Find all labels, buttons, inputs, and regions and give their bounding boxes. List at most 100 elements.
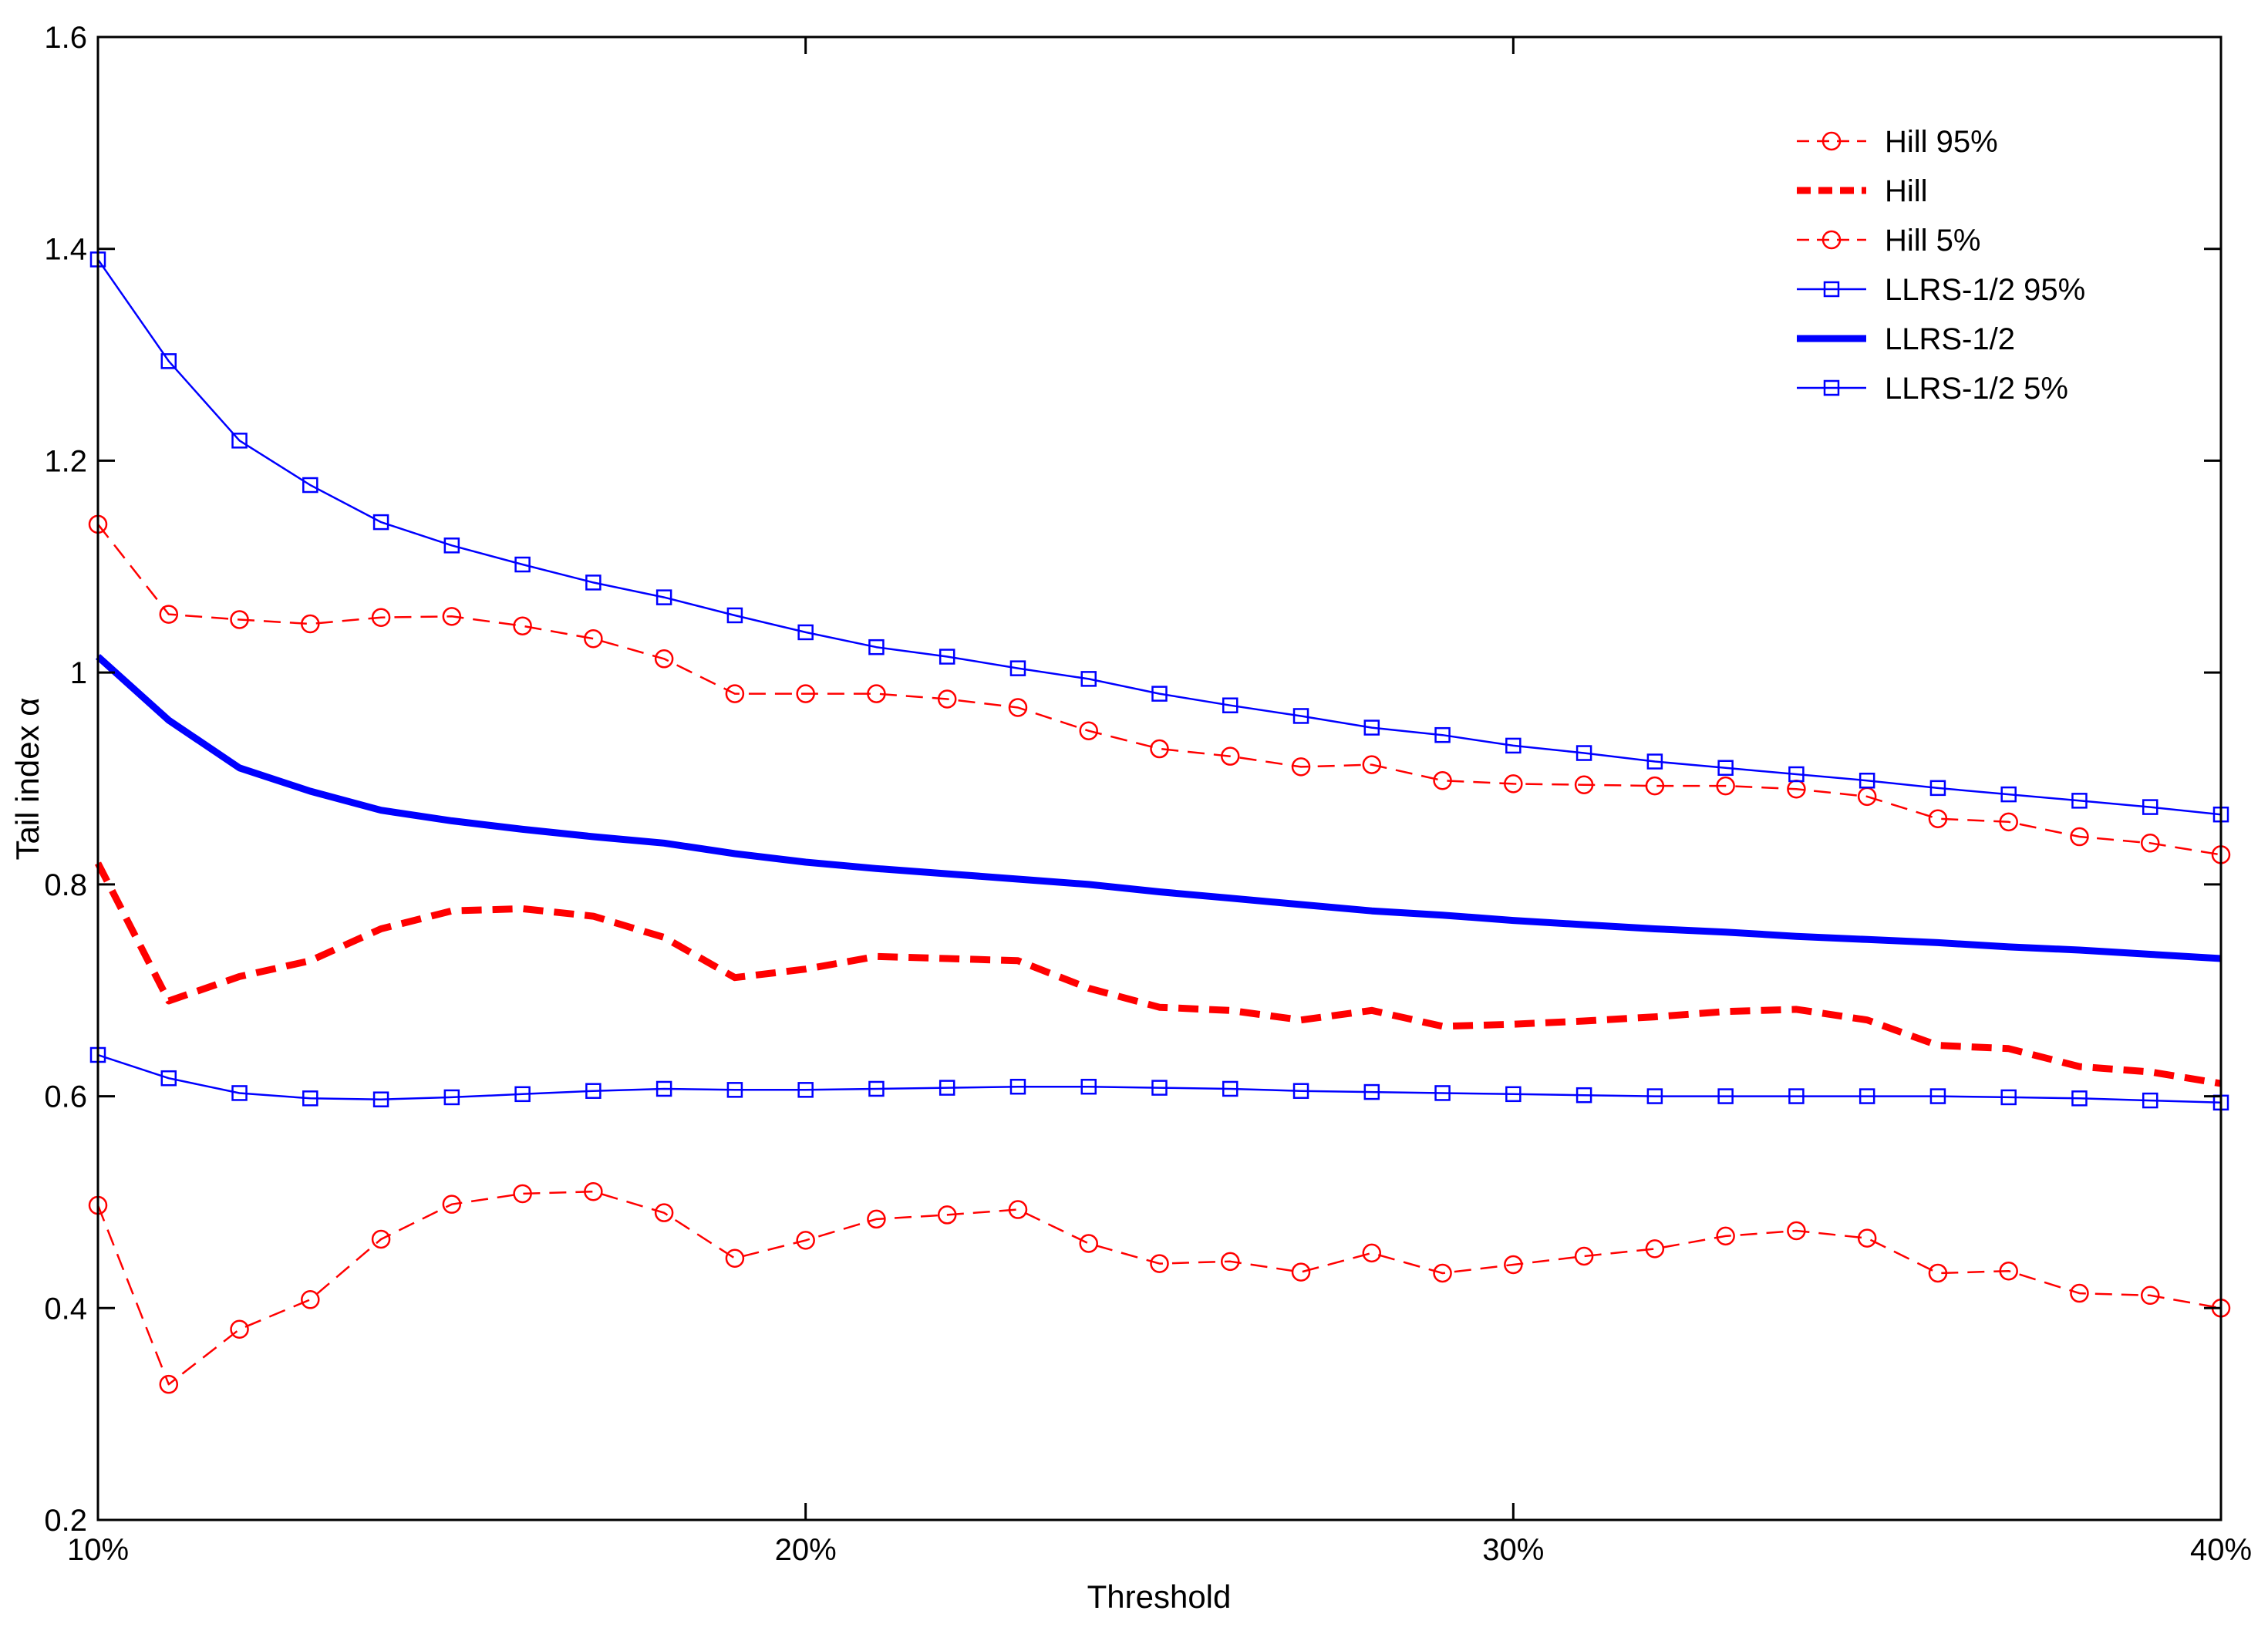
data-point bbox=[1151, 686, 1168, 702]
data-point bbox=[1928, 809, 1948, 828]
data-point bbox=[2140, 834, 2160, 853]
data-point bbox=[513, 1184, 532, 1204]
data-point bbox=[230, 610, 249, 629]
legend-label: Hill bbox=[1885, 174, 1928, 208]
data-point bbox=[1574, 775, 1594, 794]
data-point bbox=[442, 607, 462, 626]
data-point bbox=[230, 1319, 249, 1339]
data-point bbox=[1363, 1083, 1380, 1100]
y-tick-label: 1.4 bbox=[44, 233, 87, 267]
data-point bbox=[2000, 786, 2017, 803]
data-point bbox=[443, 1089, 460, 1106]
data-point bbox=[939, 649, 955, 665]
data-point bbox=[372, 1091, 389, 1107]
legend-marker bbox=[1823, 379, 1840, 396]
legend-label: LLRS-1/2 95% bbox=[1885, 273, 2085, 307]
series-llrs-1-2-95 bbox=[89, 251, 2229, 823]
legend-label: Hill 5% bbox=[1885, 224, 1980, 258]
data-point bbox=[797, 624, 814, 641]
data-point bbox=[1646, 1088, 1663, 1104]
data-point bbox=[1009, 660, 1026, 676]
legend-label: LLRS-1/2 5% bbox=[1885, 372, 2068, 406]
data-point bbox=[726, 1082, 743, 1098]
data-point bbox=[159, 1374, 179, 1394]
legend-label: LLRS-1/2 bbox=[1885, 322, 2015, 356]
data-point bbox=[585, 575, 602, 591]
data-point bbox=[655, 1080, 672, 1097]
data-point bbox=[302, 477, 318, 494]
data-point bbox=[231, 433, 248, 449]
y-tick-label: 0.2 bbox=[44, 1504, 87, 1538]
data-point bbox=[2142, 799, 2158, 815]
data-point bbox=[1363, 719, 1380, 736]
data-point bbox=[1857, 1228, 1877, 1248]
series-line-hill-5 bbox=[96, 1190, 2222, 1386]
data-point bbox=[1221, 746, 1240, 766]
data-point bbox=[867, 1209, 886, 1229]
data-point bbox=[1150, 1254, 1169, 1273]
data-point bbox=[443, 537, 460, 554]
data-point bbox=[1079, 721, 1098, 740]
data-point bbox=[1505, 737, 1522, 754]
data-point bbox=[585, 1083, 602, 1099]
data-point bbox=[725, 1248, 745, 1268]
data-point bbox=[796, 1231, 815, 1250]
data-point bbox=[2070, 1283, 2089, 1303]
data-point bbox=[1717, 1088, 1734, 1104]
data-point bbox=[726, 607, 743, 624]
series-hill-5 bbox=[88, 1181, 2231, 1394]
data-point bbox=[1717, 760, 1734, 777]
data-point bbox=[1505, 1086, 1522, 1103]
data-point bbox=[584, 628, 603, 649]
data-point bbox=[867, 684, 886, 703]
legend-marker bbox=[1821, 131, 1842, 151]
data-point bbox=[302, 1090, 318, 1107]
y-axis-label: Tail index α bbox=[9, 697, 45, 860]
data-point bbox=[1646, 753, 1663, 770]
data-point bbox=[2071, 1090, 2088, 1107]
x-tick-label: 30% bbox=[1482, 1533, 1544, 1567]
data-point bbox=[371, 608, 391, 627]
data-point bbox=[868, 639, 885, 655]
x-tick-label: 20% bbox=[775, 1533, 837, 1567]
data-point bbox=[1928, 1263, 1948, 1283]
data-point bbox=[1362, 1243, 1382, 1263]
data-point bbox=[514, 556, 531, 573]
data-point bbox=[797, 1082, 814, 1098]
axes-box bbox=[96, 35, 2223, 1521]
data-point bbox=[1151, 1080, 1168, 1096]
data-point bbox=[442, 1195, 462, 1214]
y-tick-label: 1 bbox=[70, 656, 87, 690]
data-point bbox=[725, 684, 745, 703]
x-axis-label: Threshold bbox=[1087, 1579, 1232, 1615]
data-point bbox=[1291, 757, 1311, 777]
data-point bbox=[1291, 1262, 1311, 1282]
y-tick-label: 1.6 bbox=[44, 21, 87, 55]
data-point bbox=[1504, 774, 1523, 794]
legend-label: Hill 95% bbox=[1885, 125, 1998, 159]
series-hill bbox=[94, 861, 2222, 1087]
data-point bbox=[231, 1085, 248, 1101]
data-point bbox=[654, 649, 674, 669]
series-llrs-1-2 bbox=[95, 654, 2222, 962]
data-point bbox=[1434, 726, 1451, 743]
data-point bbox=[1859, 772, 1875, 789]
data-point bbox=[514, 1086, 531, 1103]
data-point bbox=[2140, 1286, 2160, 1306]
series-llrs-1-2-5 bbox=[89, 1046, 2229, 1111]
legend-marker bbox=[1821, 230, 1842, 250]
data-point bbox=[1222, 1080, 1238, 1097]
y-tick-label: 1.2 bbox=[44, 444, 87, 478]
data-point bbox=[2000, 1089, 2017, 1106]
plot-series bbox=[88, 251, 2231, 1394]
data-point bbox=[1716, 776, 1735, 796]
data-point bbox=[796, 684, 815, 703]
data-point bbox=[1008, 1200, 1028, 1219]
data-point bbox=[655, 589, 672, 605]
data-point bbox=[654, 1203, 674, 1222]
legend: Hill 95% Hill Hill 5% LLRS-1/2 95% LLRS-1/2 L… bbox=[1797, 125, 2085, 406]
data-point bbox=[1292, 1083, 1309, 1099]
data-point bbox=[372, 514, 389, 531]
data-point bbox=[1788, 766, 1805, 783]
